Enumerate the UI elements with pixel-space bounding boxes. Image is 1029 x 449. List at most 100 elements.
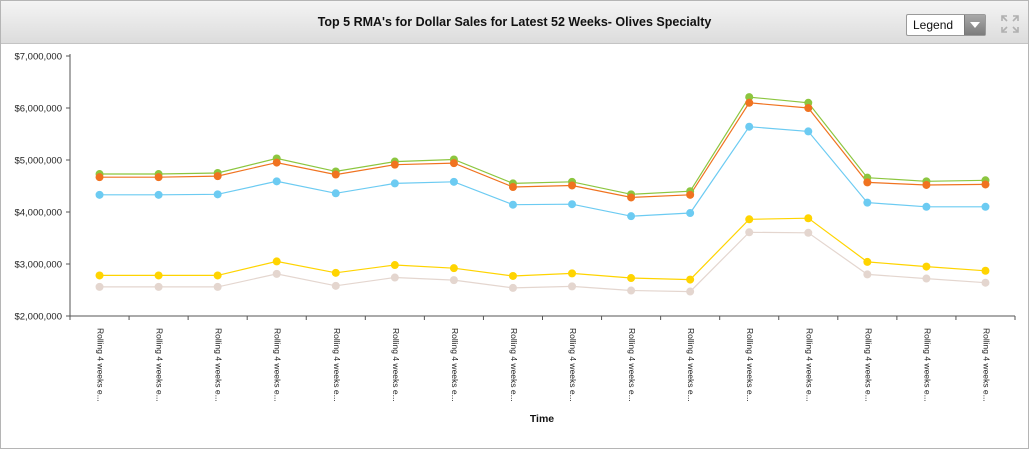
series-3-point bbox=[449, 177, 458, 186]
series-line-4 bbox=[99, 217, 986, 281]
x-tick-label: Rolling 4 weeks e... bbox=[155, 328, 165, 402]
series-4-point bbox=[272, 257, 281, 266]
x-tick-label: Rolling 4 weeks e... bbox=[450, 328, 460, 402]
series-4-point bbox=[154, 271, 163, 280]
x-tick-label: Rolling 4 weeks e... bbox=[509, 328, 519, 402]
series-5-point bbox=[981, 278, 990, 287]
series-5-point bbox=[508, 283, 517, 292]
legend-dropdown[interactable]: Legend bbox=[906, 14, 986, 36]
y-tick-label: $5,000,000 bbox=[14, 156, 62, 167]
series-2-point bbox=[922, 180, 931, 189]
x-tick-label: Rolling 4 weeks e... bbox=[96, 328, 106, 402]
series-2-point bbox=[508, 183, 517, 192]
series-3-point bbox=[213, 190, 222, 199]
series-2-point bbox=[390, 160, 399, 169]
y-tick-label: $3,000,000 bbox=[14, 260, 62, 271]
chart-header: Top 5 RMA's for Dollar Sales for Latest … bbox=[1, 1, 1028, 44]
series-4-point bbox=[745, 215, 754, 224]
series-5-point bbox=[213, 282, 222, 291]
series-4-point bbox=[981, 266, 990, 275]
series-3-point bbox=[863, 198, 872, 207]
legend-dropdown-label: Legend bbox=[913, 18, 954, 32]
series-line-2 bbox=[99, 102, 986, 199]
series-5-point bbox=[449, 276, 458, 285]
x-tick-label: Rolling 4 weeks e... bbox=[627, 328, 637, 402]
series-3-point bbox=[508, 200, 517, 209]
series-2-point bbox=[686, 190, 695, 199]
y-tick-label: $6,000,000 bbox=[14, 104, 62, 115]
series-3-point bbox=[627, 212, 636, 221]
x-axis-title: Time bbox=[530, 413, 554, 425]
series-4-point bbox=[804, 214, 813, 223]
series-2-point bbox=[213, 172, 222, 181]
x-tick-label: Rolling 4 weeks e... bbox=[568, 328, 578, 402]
series-4-point bbox=[390, 261, 399, 270]
series-line-3 bbox=[99, 126, 986, 217]
series-3-point bbox=[272, 177, 281, 186]
series-5-point bbox=[804, 228, 813, 237]
series-2-point bbox=[745, 98, 754, 107]
series-5-point bbox=[568, 282, 577, 291]
x-tick-label: Rolling 4 weeks e... bbox=[922, 328, 932, 402]
line-chart: $7,000,000 $6,000,000 $5,000,000 $4,000,000… bbox=[14, 52, 1016, 425]
x-tick-label: Rolling 4 weeks e... bbox=[863, 328, 873, 402]
series-line-1 bbox=[99, 96, 986, 195]
y-tick-label: $2,000,000 bbox=[14, 312, 62, 323]
series-3-point bbox=[154, 190, 163, 199]
series-4-point bbox=[213, 271, 222, 280]
x-tick-label: Rolling 4 weeks e... bbox=[686, 328, 696, 402]
series-5-point bbox=[154, 282, 163, 291]
series-2-point bbox=[272, 158, 281, 167]
series-line-5 bbox=[99, 231, 986, 293]
series-3-point bbox=[745, 122, 754, 131]
y-tick-label: $7,000,000 bbox=[14, 52, 62, 63]
series-2-point bbox=[804, 104, 813, 112]
series-3-point bbox=[568, 200, 577, 209]
series-4-point bbox=[508, 271, 517, 280]
x-tick-label: Rolling 4 weeks e... bbox=[981, 328, 991, 402]
series-3-point bbox=[686, 209, 695, 218]
series-2-point bbox=[95, 173, 104, 182]
series-5-point bbox=[922, 274, 931, 283]
series-4-point bbox=[863, 257, 872, 266]
series-5-point bbox=[272, 269, 281, 278]
series-4-point bbox=[95, 271, 104, 280]
series-5-point bbox=[331, 281, 340, 290]
series-3-point bbox=[804, 127, 813, 136]
y-tick-label: $4,000,000 bbox=[14, 208, 62, 219]
series-5-point bbox=[745, 228, 754, 237]
x-tick-label: Rolling 4 weeks e... bbox=[804, 328, 814, 402]
series-4-point bbox=[922, 262, 931, 271]
series-4-point bbox=[449, 264, 458, 273]
legend-dropdown-button[interactable] bbox=[964, 15, 985, 35]
x-tick-label: Rolling 4 weeks e... bbox=[273, 328, 283, 402]
series-3-point bbox=[331, 189, 340, 198]
series-1-point bbox=[745, 93, 754, 102]
series-2-point bbox=[449, 159, 458, 168]
x-tick-label: Rolling 4 weeks e... bbox=[391, 328, 401, 402]
series-2-point bbox=[568, 181, 577, 190]
series-3-point bbox=[95, 190, 104, 199]
x-tick-label: Rolling 4 weeks e... bbox=[332, 328, 342, 402]
series-3-point bbox=[981, 202, 990, 211]
series-5-point bbox=[95, 282, 104, 291]
series-4-point bbox=[331, 268, 340, 277]
series-5-point bbox=[627, 286, 636, 295]
series-2-point bbox=[863, 178, 872, 187]
expand-icon[interactable] bbox=[1000, 14, 1020, 34]
series-3-point bbox=[390, 179, 399, 188]
chart-title: Top 5 RMA's for Dollar Sales for Latest … bbox=[317, 15, 712, 29]
series-2-point bbox=[331, 170, 340, 179]
series-2-point bbox=[981, 180, 990, 189]
series-4-point bbox=[568, 269, 577, 278]
series-3-point bbox=[922, 202, 931, 211]
x-tick-label: Rolling 4 weeks e... bbox=[745, 328, 755, 402]
x-tick-label: Rolling 4 weeks e... bbox=[214, 328, 224, 402]
series-4-point bbox=[686, 275, 695, 284]
series-2-point bbox=[627, 193, 636, 202]
series-5-point bbox=[686, 287, 695, 296]
series-4-point bbox=[627, 274, 636, 283]
series-5-point bbox=[863, 270, 872, 279]
chevron-down-icon bbox=[970, 22, 980, 28]
